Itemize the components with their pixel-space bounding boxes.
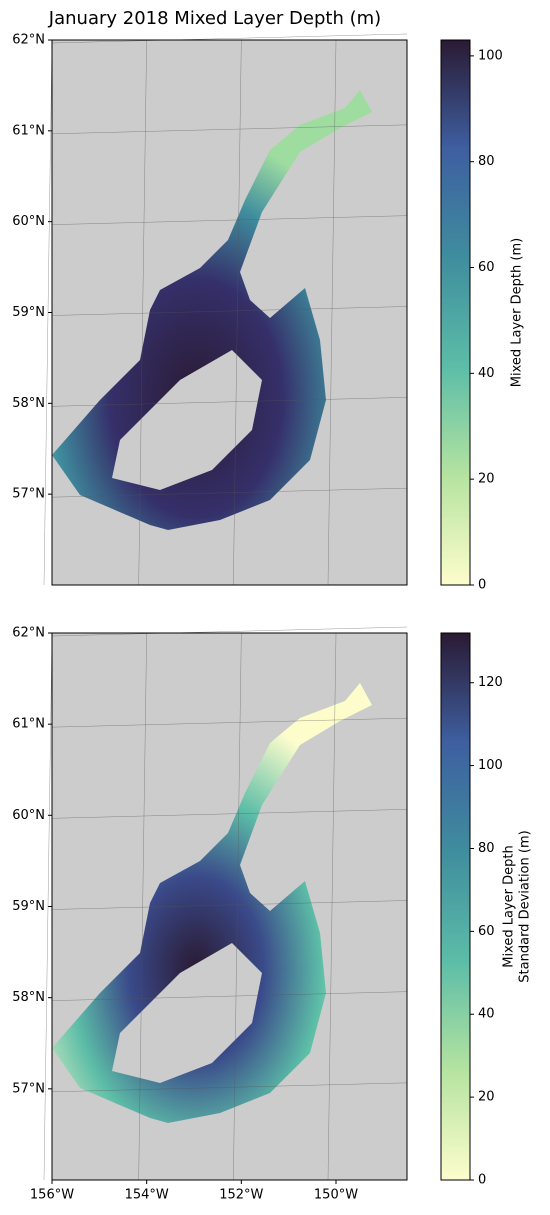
colorbar-tick-label: 20 [478,472,495,487]
lon-grid-line [327,632,337,1181]
lat-tick-label: 60°N [12,808,45,823]
colorbar-tick-label: 100 [478,48,503,63]
lat-grid-line [51,306,408,316]
map-frame [51,39,408,586]
island [117,1130,153,1142]
colorbar [440,632,471,1181]
lon-grid-line [138,39,147,586]
ocean-field [52,683,372,1123]
lat-grid-line [51,124,408,135]
lon-grid-line [233,632,242,1181]
lat-grid-line [51,1082,408,1093]
ocean-field [52,90,372,530]
figure-title: January 2018 Mixed Layer Depth (m) [48,8,381,29]
lat-grid-line [51,397,408,407]
lon-grid-line [138,632,147,1181]
lat-tick-label: 62°N [12,33,45,48]
map-frame [51,632,408,1181]
colorbar-tick-label: 120 [478,675,503,690]
colorbar-label: Standard Deviation (m) [518,830,533,982]
lat-tick-label: 57°N [12,487,45,502]
lat-tick-label: 62°N [12,626,45,641]
lon-tick-label: 156°W [30,1188,74,1203]
lat-tick-label: 59°N [12,899,45,914]
colorbar-tick-label: 60 [478,260,495,275]
lat-tick-label: 58°N [12,990,45,1005]
colorbar-tick-label: 20 [478,1090,495,1105]
lon-grid-line [327,39,337,586]
colorbar-tick-label: 60 [478,924,495,939]
lat-grid-line [51,215,408,225]
lat-tick-label: 61°N [12,123,45,138]
colorbar-tick-label: 40 [478,366,495,381]
lon-tick-label: 154°W [125,1188,169,1203]
lon-tick-label: 152°W [219,1188,263,1203]
colorbar [440,39,471,586]
colorbar-label: Mixed Layer Depth (m) [510,238,525,387]
colorbar-tick-label: 100 [478,758,503,773]
lat-grid-line [51,809,408,819]
colorbar-tick-label: 0 [478,1173,486,1188]
lon-tick-label: 150°W [314,1188,358,1203]
lat-tick-label: 61°N [12,717,45,732]
lat-tick-label: 58°N [12,396,45,411]
colorbar-label: Mixed Layer Depth [502,845,517,967]
colorbar-tick-label: 40 [478,1007,495,1022]
colorbar-tick-label: 80 [478,154,495,169]
lat-tick-label: 57°N [12,1081,45,1096]
island [117,537,153,549]
colorbar-tick-label: 80 [478,841,495,856]
colorbar-tick-label: 0 [478,578,486,593]
lat-grid-line [51,626,408,637]
lon-grid-line [43,39,53,586]
lat-tick-label: 60°N [12,214,45,229]
lat-grid-line [51,717,408,728]
lat-grid-line [51,487,408,498]
island [112,943,262,1083]
lon-grid-line [43,632,53,1181]
lat-grid-line [51,900,408,910]
island [112,350,262,490]
lat-tick-label: 59°N [12,305,45,320]
lat-grid-line [51,33,408,44]
lon-grid-line [233,39,242,586]
lat-grid-line [51,991,408,1001]
